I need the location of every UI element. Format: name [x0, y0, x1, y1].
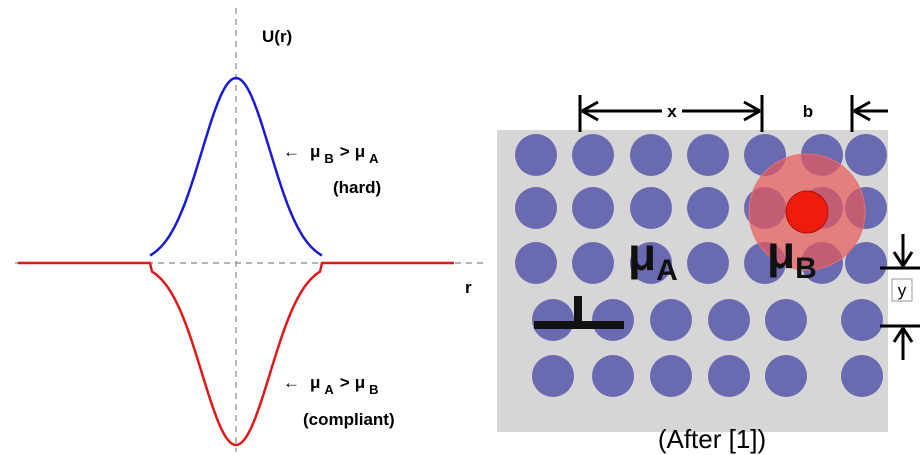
atom	[845, 134, 887, 176]
symbol: μ	[767, 226, 795, 278]
atom	[532, 355, 574, 397]
atom	[841, 299, 883, 341]
atom	[687, 187, 729, 229]
atom	[515, 242, 557, 284]
atom	[765, 299, 807, 341]
subscript: A	[656, 254, 678, 287]
hard-note: (hard)	[333, 178, 381, 197]
subscript: B	[795, 252, 817, 285]
caption: (After [1])	[658, 424, 766, 454]
figure: U(r) r ←μB>μA (hard) ←μA>μB (compliant) …	[0, 0, 924, 455]
dim-y: y	[898, 281, 907, 300]
atom	[572, 187, 614, 229]
atom	[650, 299, 692, 341]
atom	[630, 134, 672, 176]
atom	[592, 355, 634, 397]
atom	[572, 242, 614, 284]
atom	[515, 187, 557, 229]
dim-x: x	[667, 102, 677, 121]
compliant-note: (compliant)	[303, 410, 395, 429]
atom	[687, 242, 729, 284]
y-axis-label: U(r)	[262, 27, 292, 46]
symbol: μ	[628, 228, 656, 280]
dim-b: b	[803, 102, 813, 121]
atom	[532, 299, 574, 341]
atom	[630, 187, 672, 229]
atom	[708, 299, 750, 341]
atom	[515, 134, 557, 176]
atom	[708, 355, 750, 397]
atom	[650, 355, 692, 397]
atom	[687, 134, 729, 176]
atom	[841, 355, 883, 397]
atom	[592, 299, 634, 341]
x-axis-label: r	[465, 278, 472, 297]
atom	[765, 355, 807, 397]
atom	[572, 134, 614, 176]
